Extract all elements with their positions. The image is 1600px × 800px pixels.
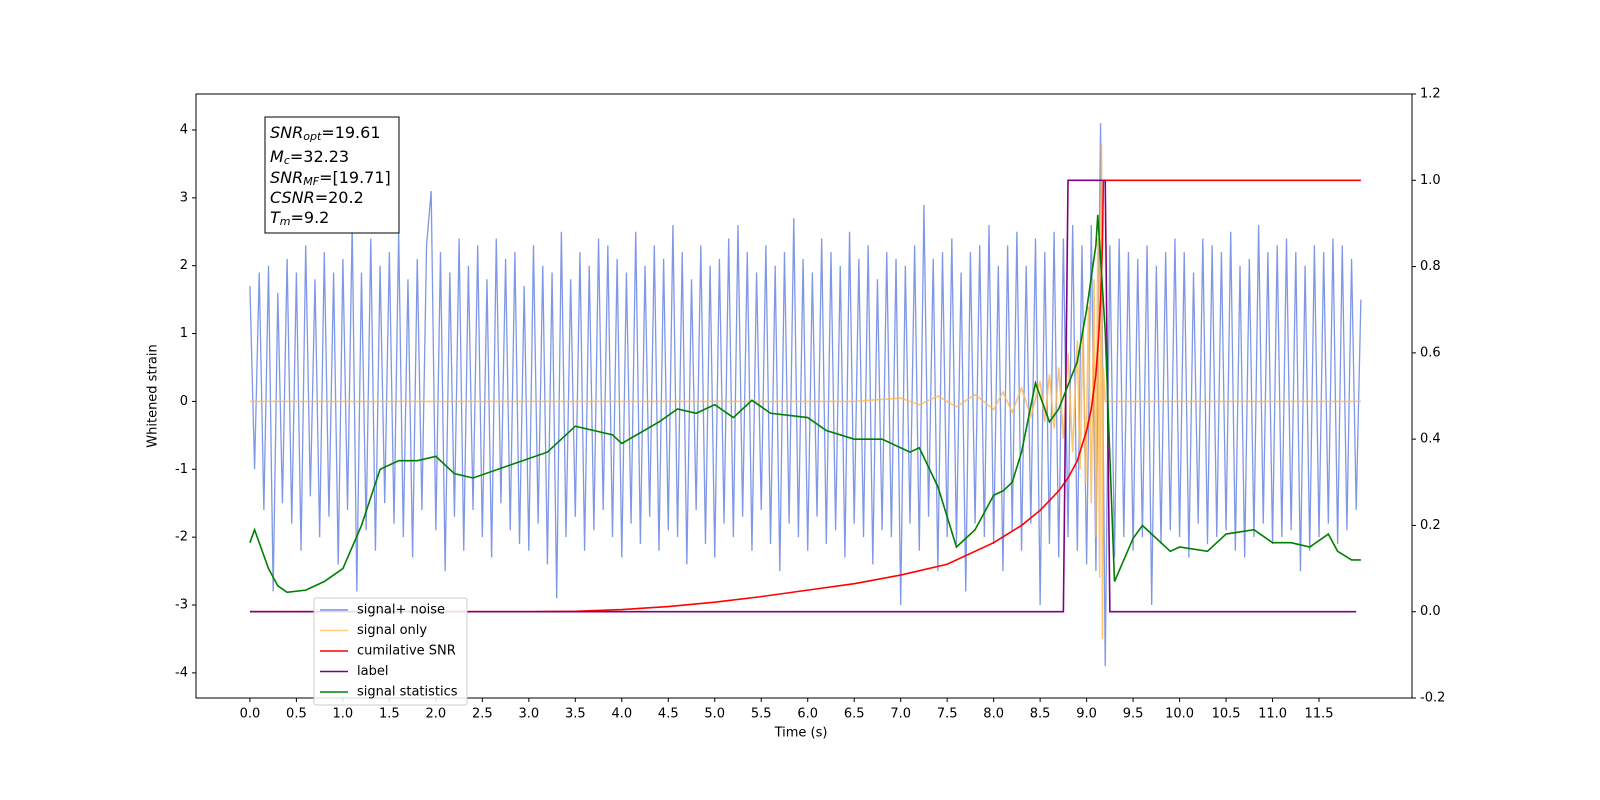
annotation-line: Tm=9.2 [270,208,329,229]
x-axis-label: Time (s) [774,726,828,741]
y2-tick-label: 0.2 [1420,518,1441,533]
x-tick-label: 1.0 [333,707,354,722]
annotation-sub: m [280,215,291,228]
x-tick-label: 6.5 [844,707,865,722]
annotation-line: SNRMF=[19.71] [270,168,391,189]
x-tick-label: 4.0 [611,707,632,722]
x-tick-label: 2.0 [426,707,447,722]
x-tick-label: 4.5 [658,707,679,722]
annotation-line: Mc=32.23 [270,147,349,168]
x-tick-label: 11.5 [1305,707,1334,722]
annotation-sub: MF [303,175,319,188]
x-tick-label: 7.0 [890,707,911,722]
y2-tick-label: 0.0 [1420,604,1441,619]
x-tick-label: 1.5 [379,707,400,722]
annotation-value: =19.61 [321,123,380,142]
x-tick-label: 5.0 [704,707,725,722]
x-tick-label: 2.5 [472,707,493,722]
x-tick-label: 8.5 [1030,707,1051,722]
annotation-sub: opt [303,130,322,143]
annotation-line: CSNR=20.2 [270,188,364,207]
legend-label: cumilative SNR [357,644,456,659]
y-tick-label: -1 [175,462,188,477]
x-tick-label: 9.5 [1123,707,1144,722]
y2-tick-label: 1.2 [1420,87,1441,102]
plot-frame [195,93,1413,699]
x-tick-label: 3.5 [565,707,586,722]
annotation-line: SNRopt=19.61 [270,123,381,144]
y-tick-label: -2 [175,530,188,545]
x-tick-label: 10.5 [1212,707,1241,722]
series-line [249,179,1361,613]
y2-tick-label: 0.4 [1420,432,1441,447]
legend-label: signal+ noise [357,603,445,618]
legend-frame [313,597,468,706]
y-tick-label: 0 [180,394,188,409]
x-tick-label: 0.5 [286,707,307,722]
x-tick-label: 6.0 [797,707,818,722]
y2-tick-label: 0.8 [1420,259,1441,274]
x-tick-label: 5.5 [751,707,772,722]
annotation-name: CSNR [270,188,315,207]
legend-label: signal only [357,623,427,638]
x-tick-label: 0.0 [240,707,261,722]
annotation-frame [264,116,400,234]
y-axis-label: Whitened strain [146,344,161,447]
x-tick-label: 11.0 [1258,707,1287,722]
y2-tick-label: 1.0 [1420,173,1441,188]
y-tick-label: 1 [180,326,188,341]
series-line [249,214,1361,594]
x-tick-label: 9.0 [1076,707,1097,722]
x-tick-label: 7.5 [937,707,958,722]
y2-tick-label: 0.6 [1420,345,1441,360]
annotation-box: SNRopt=19.61Mc=32.23SNRMF=[19.71]CSNR=20… [264,116,400,234]
annotation-sub: c [284,154,290,167]
y-tick-label: -4 [175,665,188,680]
y-tick-label: 4 [180,122,188,137]
y-tick-label: -3 [175,598,188,613]
x-tick-label: 8.0 [983,707,1004,722]
annotation-value: =20.2 [315,188,364,207]
annotation-name: SNR [270,123,303,142]
x-tick-label: 10.0 [1165,707,1194,722]
legend-label: label [357,664,388,679]
legend-label: signal statistics [357,685,458,700]
y-tick-label: 3 [180,190,188,205]
annotation-name: M [270,147,284,166]
y2-tick-label: -0.2 [1420,691,1445,706]
annotation-name: SNR [270,168,303,187]
annotation-name: T [270,208,281,227]
series-line [249,123,1362,667]
annotation-value: =[19.71] [319,168,391,187]
y-tick-label: 2 [180,258,188,273]
legend: signal+ noise signal only cumilative SNR la… [313,597,468,706]
annotation-value: =32.23 [290,147,349,166]
x-tick-label: 3.0 [518,707,539,722]
series-line [249,179,1357,613]
annotation-value: =9.2 [291,208,330,227]
